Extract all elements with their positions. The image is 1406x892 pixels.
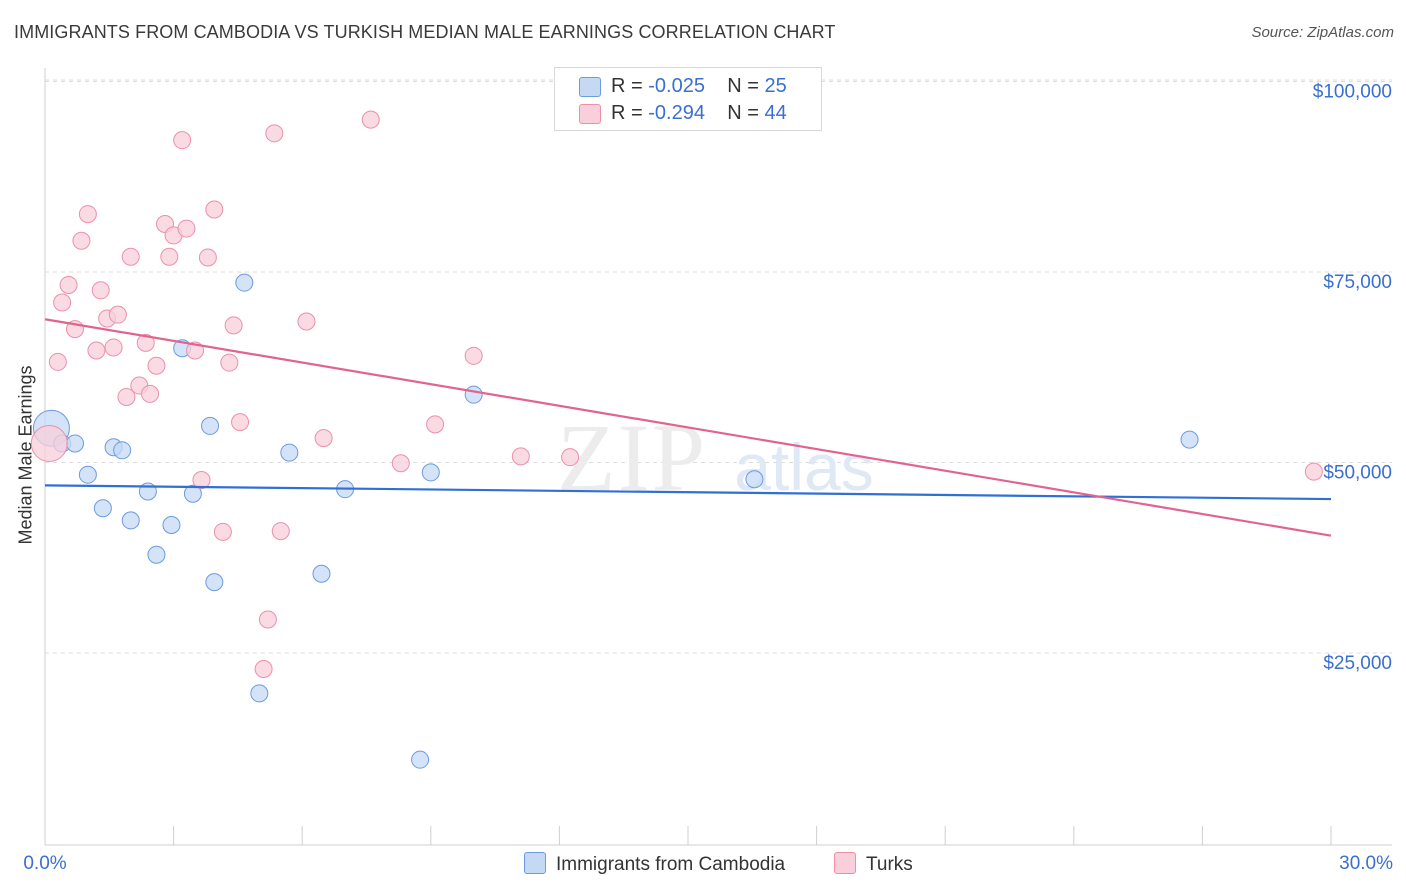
data-point-turks: [231, 413, 250, 432]
data-point-cambodia: [78, 465, 97, 484]
trend-layer: [44, 318, 1332, 537]
data-point-turks: [258, 610, 277, 629]
legend-r-value: -0.025: [648, 75, 705, 97]
data-point-cambodia: [201, 416, 220, 435]
legend-n-label: N =: [727, 102, 765, 124]
data-point-cambodia: [93, 499, 112, 518]
data-point-turks: [314, 429, 333, 448]
data-point-turks: [220, 353, 239, 372]
data-point-turks: [192, 471, 211, 490]
data-point-turks: [1304, 462, 1323, 481]
watermark-atlas: atlas: [734, 430, 873, 504]
data-point-turks: [48, 352, 67, 371]
data-point-turks: [173, 131, 192, 150]
bottom-legend-cambodia: Immigrants from Cambodia: [524, 852, 785, 876]
legend: R = -0.025 N = 25 R = -0.294 N = 44: [554, 67, 822, 131]
data-point-turks: [136, 333, 155, 352]
data-point-cambodia: [250, 684, 269, 703]
data-point-turks: [104, 338, 123, 357]
data-point-cambodia: [745, 470, 764, 489]
points-layer: [30, 110, 1323, 769]
legend-r-label: R =: [611, 102, 649, 124]
data-point-turks: [177, 219, 196, 238]
x-tick-label: 0.0%: [23, 853, 66, 874]
data-point-turks: [254, 660, 273, 679]
data-point-turks: [59, 275, 78, 294]
data-point-cambodia: [183, 484, 202, 503]
data-point-cambodia: [205, 573, 224, 592]
axis-layer: $25,000 $50,000 $75,000 $100,000 0.0% 30.0%: [23, 68, 1393, 874]
trend-line-turks: [44, 318, 1332, 537]
data-point-cambodia: [121, 511, 140, 530]
watermark: ZIP atlas: [557, 404, 874, 511]
data-point-turks: [205, 200, 224, 219]
data-point-turks: [464, 346, 483, 365]
data-point-turks: [160, 247, 179, 266]
data-point-turks: [30, 424, 68, 462]
legend-n-label: N =: [727, 75, 765, 97]
data-point-turks: [87, 341, 106, 360]
y-tick-label: $25,000: [1323, 653, 1392, 674]
data-point-turks: [297, 312, 316, 331]
data-point-turks: [117, 387, 136, 406]
bottom-legend-swatch-pink: [834, 852, 856, 874]
data-point-cambodia: [235, 273, 254, 292]
data-point-cambodia: [147, 545, 166, 564]
data-point-turks: [561, 448, 580, 467]
chart-title: IMMIGRANTS FROM CAMBODIA VS TURKISH MEDI…: [14, 22, 836, 42]
grid-layer: [45, 79, 1392, 654]
bottom-legend-label-cambodia: Immigrants from Cambodia: [556, 854, 786, 875]
legend-swatch-blue: [579, 77, 601, 97]
data-point-turks: [108, 305, 127, 324]
data-point-turks: [91, 281, 110, 300]
data-point-turks: [213, 522, 232, 541]
data-point-turks: [53, 293, 72, 312]
y-tick-label: $50,000: [1323, 463, 1392, 484]
data-point-cambodia: [280, 443, 299, 462]
data-point-turks: [391, 454, 410, 473]
trend-line-cambodia: [44, 484, 1332, 501]
legend-n-value: 25: [764, 75, 787, 97]
legend-n-value: 44: [764, 102, 787, 124]
bottom-legend-label-turks: Turks: [866, 854, 913, 875]
data-point-cambodia: [464, 385, 483, 404]
source-label: Source: ZipAtlas.com: [1251, 24, 1394, 41]
legend-r-value: -0.294: [648, 102, 705, 124]
data-point-cambodia: [312, 564, 331, 583]
data-point-turks: [265, 124, 284, 143]
data-point-cambodia: [411, 750, 430, 769]
data-point-turks: [511, 447, 530, 466]
legend-r-label: R =: [611, 75, 649, 97]
data-point-turks: [426, 415, 445, 434]
y-tick-label: $100,000: [1313, 82, 1392, 103]
data-point-cambodia: [1180, 430, 1199, 449]
bottom-legend-swatch-blue: [524, 852, 546, 874]
data-point-turks: [198, 248, 217, 267]
data-point-turks: [271, 522, 290, 541]
y-tick-label: $75,000: [1323, 272, 1392, 293]
data-point-cambodia: [162, 515, 181, 534]
watermark-zip: ZIP: [557, 404, 707, 511]
data-point-turks: [224, 316, 243, 335]
data-point-turks: [78, 205, 97, 224]
data-point-turks: [72, 231, 91, 250]
data-point-cambodia: [421, 463, 440, 482]
data-point-turks: [147, 356, 166, 375]
data-point-cambodia: [66, 434, 85, 453]
legend-swatch-pink: [579, 104, 601, 124]
x-tick-label: 30.0%: [1339, 853, 1393, 874]
data-point-turks: [141, 384, 160, 403]
bottom-legend-turks: Turks: [834, 852, 913, 876]
data-point-turks: [361, 110, 380, 129]
data-point-cambodia: [113, 441, 132, 460]
data-point-turks: [121, 247, 140, 266]
